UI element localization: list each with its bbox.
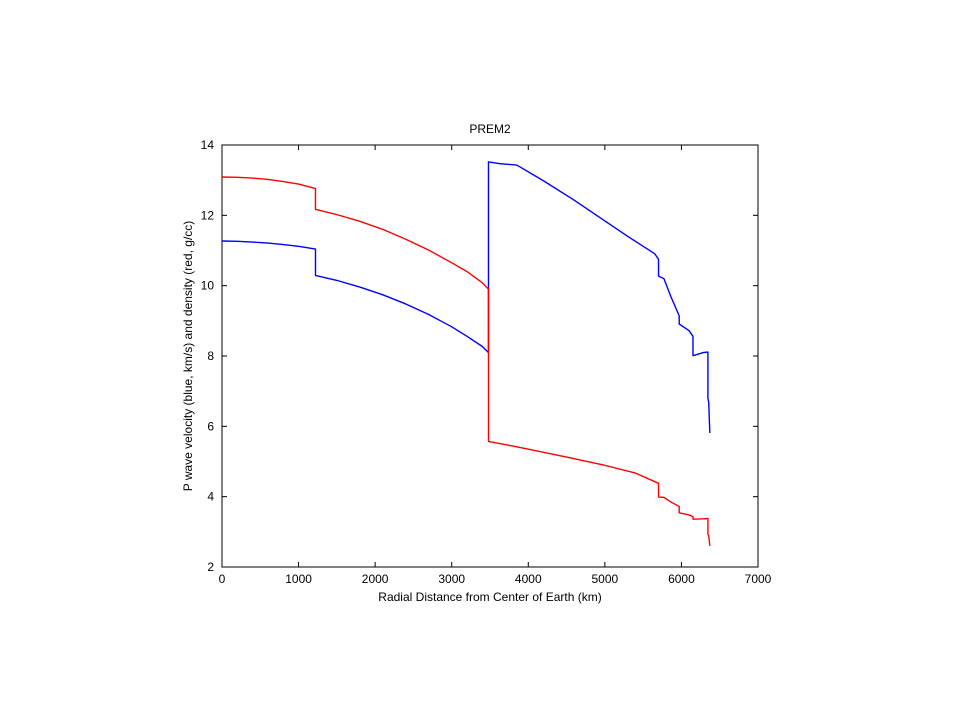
series-line-1 xyxy=(221,161,711,434)
x-tick-label: 5000 xyxy=(592,572,619,586)
axes-layer: 0 1000 2000 3000 4000 5000 6000 7000 2 4 6 8 10 12 14 xyxy=(201,138,772,586)
x-tick-label: 6000 xyxy=(668,572,695,586)
x-tick-label: 0 xyxy=(219,572,226,586)
y-tick-label: 8 xyxy=(207,349,214,363)
y-tick-label: 2 xyxy=(207,560,214,574)
x-tick-label: 3000 xyxy=(438,572,465,586)
y-tick-label: 4 xyxy=(207,490,214,504)
y-tick-label: 6 xyxy=(207,419,214,433)
x-tick-label: 1000 xyxy=(285,572,312,586)
y-tick-label: 12 xyxy=(201,208,215,222)
series-line-2 xyxy=(221,176,711,546)
x-tick-label: 2000 xyxy=(362,572,389,586)
chart-title: PREM2 xyxy=(469,122,511,136)
x-axis-label: Radial Distance from Center of Earth (km… xyxy=(378,590,601,604)
y-tick-label: 14 xyxy=(201,138,215,152)
x-tick-label: 7000 xyxy=(745,572,772,586)
y-tick-label: 10 xyxy=(201,279,215,293)
x-tick-label: 4000 xyxy=(515,572,542,586)
y-axis-label: P wave velocity (blue, km/s) and density… xyxy=(181,221,195,492)
series-layer xyxy=(221,161,711,546)
plot-area xyxy=(221,144,759,568)
